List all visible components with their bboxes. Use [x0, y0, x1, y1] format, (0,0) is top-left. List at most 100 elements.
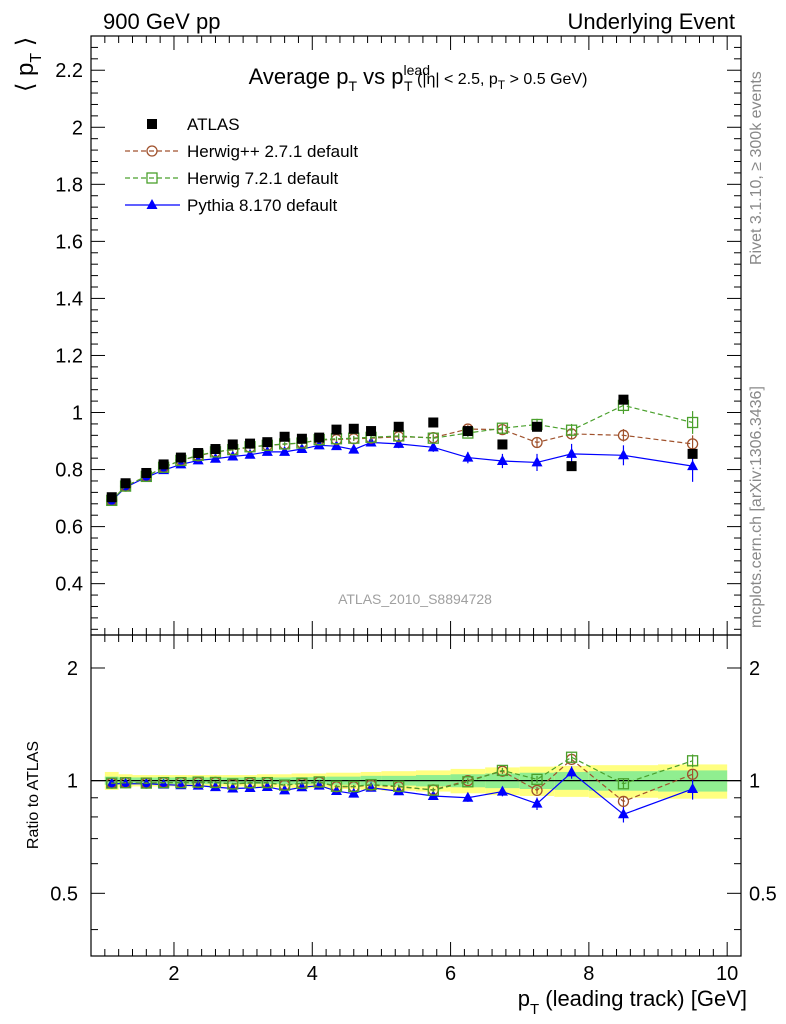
- main-ylabel: ⟨ pT ⟩: [12, 37, 45, 92]
- series-0: [106, 394, 698, 503]
- legend-marker: [146, 199, 158, 209]
- data-point: [120, 478, 131, 489]
- x-tick-label: 6: [445, 963, 456, 985]
- ratio-point: [313, 776, 325, 788]
- ratio-point: [209, 781, 221, 792]
- y-tick-label: 0.6: [55, 517, 83, 539]
- y-tick-label: 2: [72, 117, 83, 139]
- ratio-point: [244, 776, 256, 789]
- data-point: [462, 426, 473, 437]
- data-point: [279, 445, 291, 456]
- ratio-point: [348, 780, 360, 793]
- ratio-point: [348, 787, 360, 798]
- ratio-point: [617, 808, 629, 819]
- data-point: [532, 421, 543, 432]
- ratio-point: [157, 776, 170, 789]
- data-point: [393, 437, 405, 448]
- data-point: [245, 438, 256, 449]
- data-point: [687, 460, 699, 471]
- x-tick-label: 2: [168, 963, 179, 985]
- legend-marker: [147, 119, 157, 129]
- data-point: [365, 436, 377, 447]
- data-point: [687, 448, 698, 459]
- ratio-point: [261, 780, 273, 791]
- x-axis-label: pT (leading track) [GeV]: [518, 986, 747, 1018]
- ratio-y-tick-label: 0.5: [50, 883, 78, 905]
- ratio-y-tick-label-right: 1: [749, 771, 760, 793]
- ratio-plot: 2 4 6 8 10 0.5 0.5 1 1 2 2: [50, 634, 777, 985]
- legend-item: Pythia 8.170 default: [125, 196, 338, 215]
- ratio-point: [496, 764, 509, 777]
- ratio-point: [330, 780, 343, 792]
- data-point: [686, 416, 699, 429]
- ratio-point: [175, 776, 187, 789]
- legend-item: Herwig++ 2.7.1 default: [125, 142, 358, 161]
- ratio-point: [566, 766, 578, 777]
- x-tick-label: 4: [307, 963, 318, 985]
- x-tick-label: 10: [716, 963, 738, 985]
- data-point: [209, 452, 221, 463]
- data-point: [141, 467, 152, 478]
- data-point: [348, 423, 359, 434]
- legend-label: ATLAS: [187, 115, 240, 134]
- ratio-point: [462, 776, 474, 788]
- data-point: [617, 429, 630, 441]
- ratio-point: [531, 773, 543, 786]
- ratio-point: [617, 795, 630, 808]
- mcplots-label: mcplots.cern.ch [arXiv:1306.3436]: [748, 386, 765, 628]
- ratio-frame: [90, 634, 742, 957]
- data-point: [106, 492, 117, 503]
- ratio-point: [686, 755, 699, 767]
- ratio-point: [227, 778, 239, 790]
- ratio-ylabel: Ratio to ATLAS: [25, 741, 42, 849]
- y-tick-label: 2.2: [55, 60, 83, 82]
- data-point: [210, 444, 221, 455]
- data-point: [565, 424, 578, 436]
- y-tick-label: 1: [72, 403, 83, 425]
- ratio-point: [227, 782, 239, 793]
- legend-label: Herwig 7.2.1 default: [187, 169, 338, 188]
- data-point: [348, 443, 360, 454]
- legend-label: Pythia 8.170 default: [187, 196, 338, 215]
- ratio-point: [393, 780, 405, 792]
- data-point: [462, 451, 474, 462]
- ratio-point: [565, 751, 578, 763]
- data-point: [496, 422, 509, 434]
- ratio-point: [330, 785, 342, 796]
- data-point: [296, 433, 307, 444]
- legend-item: ATLAS: [147, 115, 240, 134]
- data-point: [158, 459, 169, 470]
- y-tick-label: 1.8: [55, 174, 83, 196]
- data-point: [331, 424, 342, 435]
- ratio-point: [686, 768, 699, 780]
- main-plot: 0.4 0.6 0.8 1 1.2 1.4 1.6 1.8 2 2.2: [55, 35, 742, 636]
- data-point: [617, 449, 629, 460]
- ratio-point: [393, 785, 405, 796]
- data-point: [393, 421, 404, 432]
- ratio-point: [119, 777, 132, 789]
- ratio-point: [261, 776, 273, 789]
- data-point: [497, 439, 508, 450]
- ratio-point: [296, 777, 308, 789]
- data-point: [427, 432, 439, 444]
- data-point: [193, 448, 204, 459]
- ratio-point: [209, 776, 222, 789]
- ratio-series-1: [106, 751, 699, 796]
- ratio-point: [617, 778, 630, 790]
- legend-item: Herwig 7.2.1 default: [125, 169, 338, 188]
- legend-label: Herwig++ 2.7.1 default: [187, 142, 358, 161]
- header-left: 900 GeV pp: [103, 9, 220, 34]
- data-point: [314, 432, 325, 443]
- ratio-point: [192, 776, 204, 788]
- ratio-y-tick-label-right: 0.5: [749, 883, 777, 905]
- y-tick-label: 0.8: [55, 460, 83, 482]
- ratio-y-tick-label-right: 2: [749, 658, 760, 680]
- data-point: [428, 417, 439, 428]
- legend-marker: [146, 172, 158, 184]
- ratio-series-line: [111, 756, 693, 791]
- ratio-point: [427, 784, 439, 796]
- ratio-point: [531, 784, 543, 797]
- ratio-point: [365, 778, 377, 791]
- header-right: Underlying Event: [567, 9, 735, 34]
